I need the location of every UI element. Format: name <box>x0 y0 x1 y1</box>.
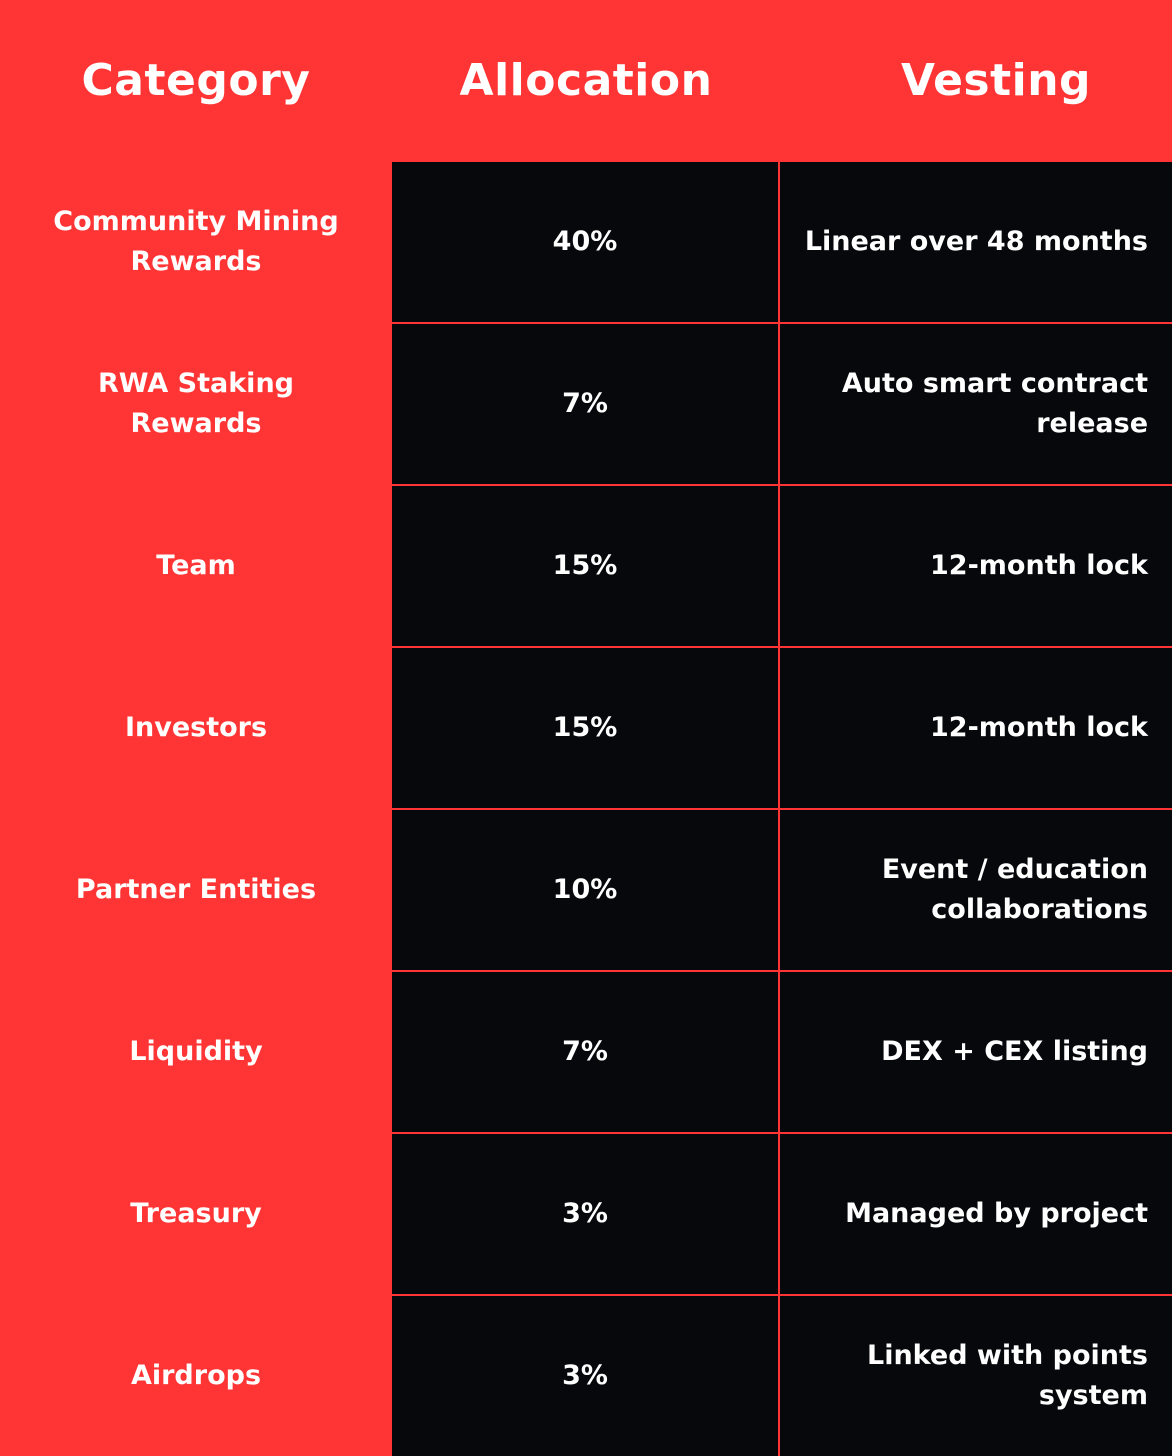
allocation-cell: 3% <box>392 1134 778 1294</box>
vesting-cell: Event / education collaborations <box>780 810 1172 970</box>
vesting-cell: DEX + CEX listing <box>780 972 1172 1132</box>
category-cell: Community Mining Rewards <box>53 206 339 277</box>
header-vesting: Vesting <box>900 54 1092 106</box>
category-cell: Investors <box>124 712 268 743</box>
allocation-cell: 10% <box>392 810 778 970</box>
allocation-cell: 15% <box>392 648 778 808</box>
vesting-cell: 12-month lock <box>780 486 1172 646</box>
allocation-table: 40% Linear over 48 months 7% Auto smart con… <box>392 162 1172 1456</box>
category-cell: Partner Entities <box>75 874 317 905</box>
vesting-cell: Managed by project <box>780 1134 1172 1294</box>
category-cell: Airdrops <box>130 1360 262 1391</box>
allocation-cell: 40% <box>392 162 778 322</box>
allocation-cell: 15% <box>392 486 778 646</box>
category-cell: Treasury <box>130 1198 262 1229</box>
vesting-cell: Linked with points system <box>780 1296 1172 1456</box>
allocation-cell: 3% <box>392 1296 778 1456</box>
allocation-cell: 7% <box>392 324 778 484</box>
vesting-cell: Linear over 48 months <box>780 162 1172 322</box>
header-allocation: Allocation <box>459 54 713 106</box>
category-cell: Liquidity <box>129 1036 263 1067</box>
vesting-cell: Auto smart contract release <box>780 324 1172 484</box>
allocation-cell: 7% <box>392 972 778 1132</box>
category-column: Community Mining Rewards RWA Staking Rewa… <box>0 162 392 1456</box>
category-cell: Team <box>156 550 236 581</box>
category-cell: RWA Staking Rewards <box>98 368 294 439</box>
header-category: Category <box>81 54 311 106</box>
vesting-cell: 12-month lock <box>780 648 1172 808</box>
